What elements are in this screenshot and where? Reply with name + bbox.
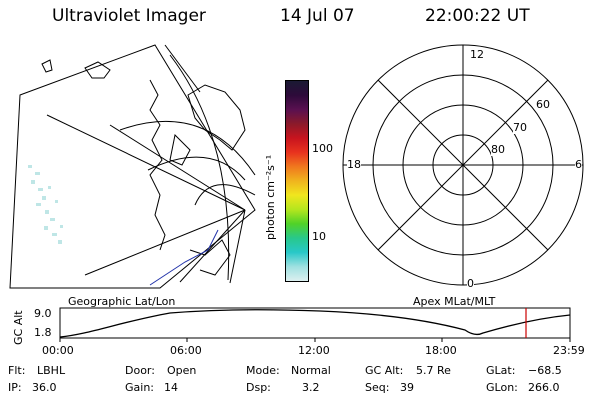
altitude-xtick-0600: 06:00 xyxy=(170,344,202,357)
altitude-xtick-0000: 00:00 xyxy=(42,344,74,357)
gain-label: Gain: xyxy=(125,381,154,394)
geo-map-label: Geographic Lat/Lon xyxy=(68,295,176,308)
altitude-xtick-2359: 23:59 xyxy=(553,344,585,357)
grid-arc xyxy=(194,184,256,206)
hour-label-0: 0 xyxy=(467,277,474,290)
grid-arc xyxy=(119,120,256,176)
hour-label-18: 18 xyxy=(347,158,361,171)
seq-label: Seq: xyxy=(365,381,390,394)
altitude-ticks xyxy=(59,338,571,342)
colorbar xyxy=(285,80,309,282)
lat-label-80: 80 xyxy=(491,143,505,156)
instrument-title: Ultraviolet Imager xyxy=(52,6,206,26)
colorbar-tick-100: 100 xyxy=(312,142,333,155)
grid-line xyxy=(109,124,246,211)
gcalt-value: 5.7 Re xyxy=(416,364,451,377)
border-line xyxy=(149,229,219,286)
time-label: 22:00:22 UT xyxy=(425,6,530,26)
grid-arc xyxy=(147,156,246,181)
map-boundary xyxy=(9,44,256,289)
glat-value: −68.5 xyxy=(528,364,562,377)
altitude-ylabel: GC Alt xyxy=(12,310,25,345)
altitude-plot-frame xyxy=(59,307,571,339)
grid-arc xyxy=(169,54,230,281)
door-label: Door: xyxy=(125,364,155,377)
coastline xyxy=(149,79,166,251)
lat-label-70: 70 xyxy=(513,121,527,134)
flt-value: LBHL xyxy=(37,364,66,377)
ip-value: 36.0 xyxy=(32,381,57,394)
dsp-label: Dsp: xyxy=(246,381,271,394)
ip-label: IP: xyxy=(8,381,22,394)
gain-value: 14 xyxy=(164,381,178,394)
glat-label: GLat: xyxy=(486,364,516,377)
polar-label: Apex MLat/MLT xyxy=(413,295,496,308)
glon-label: GLon: xyxy=(486,381,518,394)
mode-label: Mode: xyxy=(246,364,280,377)
grid-line xyxy=(46,114,246,211)
altitude-ytick-1: 1.8 xyxy=(34,326,52,339)
coastline xyxy=(169,133,191,166)
coastline xyxy=(189,239,231,276)
coastline xyxy=(41,59,53,73)
flt-label: Flt: xyxy=(8,364,26,377)
altitude-curve xyxy=(59,309,571,338)
grid-line xyxy=(84,209,246,276)
altitude-xtick-1800: 18:00 xyxy=(425,344,457,357)
door-value: Open xyxy=(167,364,197,377)
hour-label-12: 12 xyxy=(470,48,484,61)
mode-value: Normal xyxy=(291,364,331,377)
seq-value: 39 xyxy=(400,381,414,394)
altitude-ytick-9: 9.0 xyxy=(34,307,52,320)
dsp-value: 3.2 xyxy=(302,381,320,394)
colorbar-tick-10: 10 xyxy=(312,230,326,243)
altitude-xtick-1200: 12:00 xyxy=(298,344,330,357)
gcalt-label: GC Alt: xyxy=(365,364,404,377)
hour-label-6: 6 xyxy=(575,158,582,171)
aurora-emission xyxy=(28,165,63,244)
lat-label-60: 60 xyxy=(536,98,550,111)
coastline xyxy=(187,84,246,151)
grid-line xyxy=(229,209,246,284)
coastline xyxy=(84,61,111,79)
grid-line xyxy=(179,209,246,283)
grid-line xyxy=(164,44,201,93)
polar-spoke xyxy=(377,79,549,251)
glon-value: 266.0 xyxy=(528,381,560,394)
date-label: 14 Jul 07 xyxy=(280,6,355,26)
